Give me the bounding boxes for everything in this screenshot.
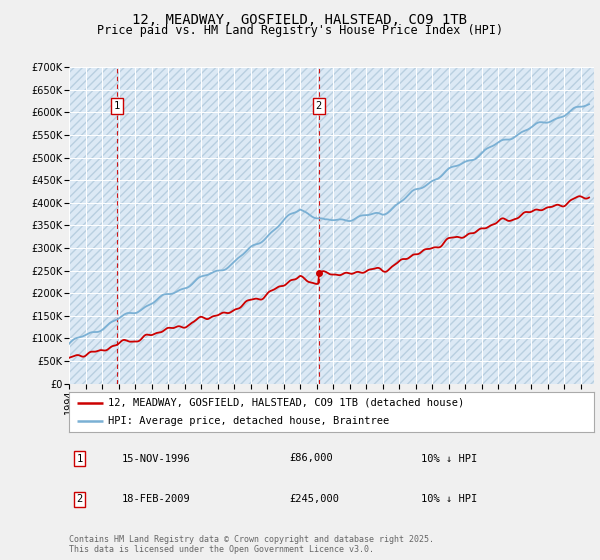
Text: £245,000: £245,000 xyxy=(290,494,340,505)
Text: 2: 2 xyxy=(76,494,83,505)
Text: 12, MEADWAY, GOSFIELD, HALSTEAD, CO9 1TB: 12, MEADWAY, GOSFIELD, HALSTEAD, CO9 1TB xyxy=(133,13,467,27)
Text: Price paid vs. HM Land Registry's House Price Index (HPI): Price paid vs. HM Land Registry's House … xyxy=(97,24,503,38)
Text: 1: 1 xyxy=(113,101,119,111)
Text: HPI: Average price, detached house, Braintree: HPI: Average price, detached house, Brai… xyxy=(109,417,389,426)
Text: Contains HM Land Registry data © Crown copyright and database right 2025.
This d: Contains HM Land Registry data © Crown c… xyxy=(69,535,434,554)
Text: 18-FEB-2009: 18-FEB-2009 xyxy=(121,494,190,505)
Text: 10% ↓ HPI: 10% ↓ HPI xyxy=(421,454,477,464)
Text: 15-NOV-1996: 15-NOV-1996 xyxy=(121,454,190,464)
Text: 1: 1 xyxy=(76,454,83,464)
Text: £86,000: £86,000 xyxy=(290,454,333,464)
Text: 12, MEADWAY, GOSFIELD, HALSTEAD, CO9 1TB (detached house): 12, MEADWAY, GOSFIELD, HALSTEAD, CO9 1TB… xyxy=(109,398,464,408)
Text: 2: 2 xyxy=(316,101,322,111)
Text: 10% ↓ HPI: 10% ↓ HPI xyxy=(421,494,477,505)
